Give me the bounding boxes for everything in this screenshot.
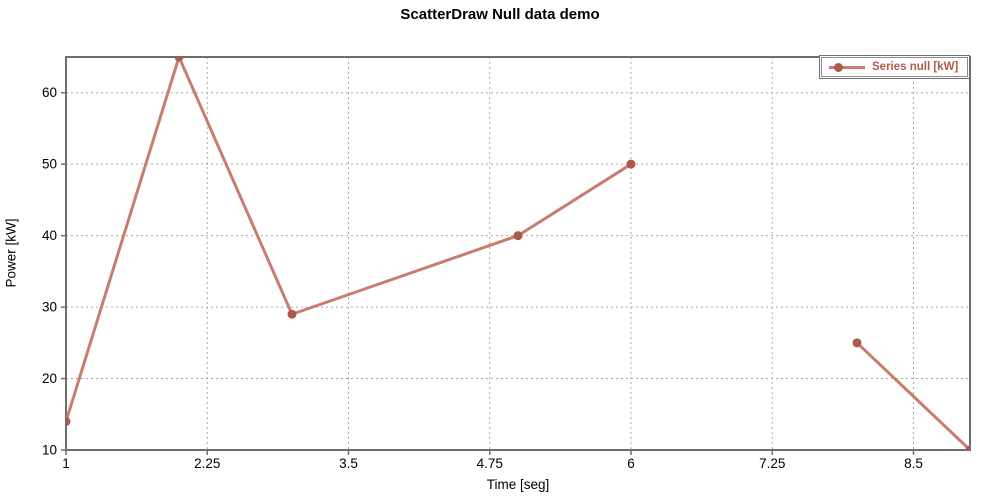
legend: Series null [kW] [819,55,971,79]
legend-line-sample [829,65,865,69]
y-axis-label: Power [kW] [3,218,19,288]
x-tick-label: 4.75 [477,456,503,471]
y-tick-label: 40 [42,228,57,243]
legend-line-marker-icon [829,62,865,73]
x-tick-label: 2.25 [194,456,220,471]
x-tick-label: 3.5 [339,456,358,471]
x-tick-label: 8.5 [904,456,923,471]
data-point-marker [174,57,184,62]
data-point-marker [66,416,71,426]
data-point-marker [965,445,970,450]
chart-title: ScatterDraw Null data demo [400,6,600,23]
plot-border [65,56,971,451]
legend-series-label: Series null [kW] [872,61,959,73]
y-tick-label: 20 [42,371,57,386]
y-tick-label: 30 [42,300,57,315]
data-point-marker [513,231,523,241]
x-tick-label: 6 [627,456,635,471]
x-axis-label: Time [seg] [486,477,550,492]
y-tick-label: 10 [42,443,57,458]
data-point-marker [287,309,297,319]
y-tick-label: 60 [42,85,57,100]
legend-marker-icon [834,62,843,72]
data-point-marker [626,159,636,169]
data-point-marker [852,338,862,348]
legend-inner: Series null [kW] [821,57,969,77]
x-tick-label: 7.25 [759,456,785,471]
series-line [855,341,970,450]
series-line [66,57,632,422]
x-tick-label: 1 [62,456,70,471]
y-tick-label: 50 [42,157,57,172]
